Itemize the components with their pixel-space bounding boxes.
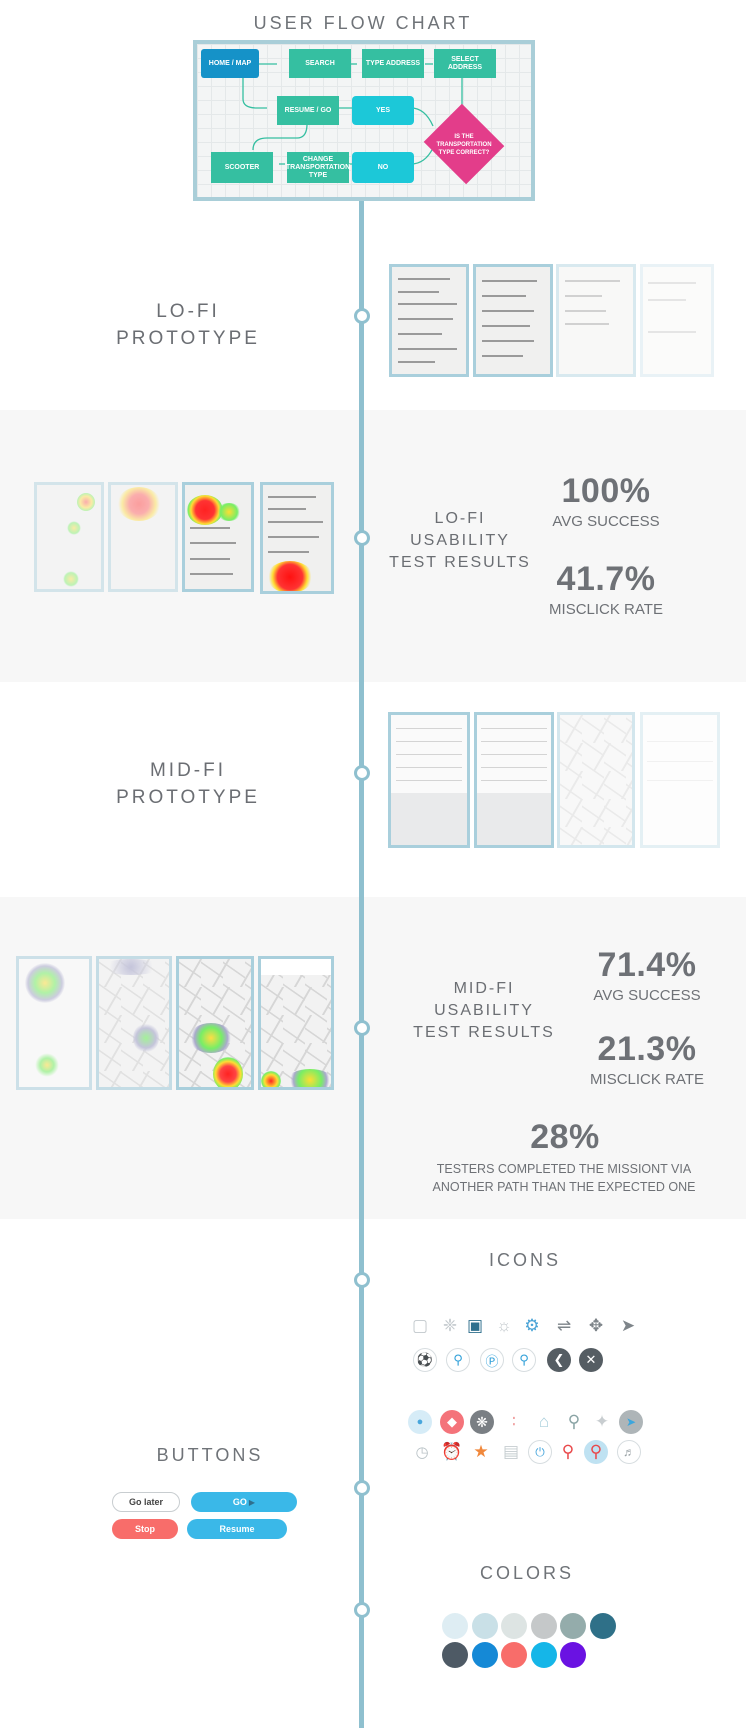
flow-node-home: HOME / MAP (201, 49, 259, 78)
midfi-screen-2 (474, 712, 554, 848)
midfi-stat-misclick: 21.3% MISCLICK RATE (590, 1030, 704, 1088)
flow-node-question: IS THE TRANSPORTATION TYPE CORRECT? (436, 134, 492, 156)
location-dot-icon: ● (408, 1410, 432, 1434)
flow-node-select-address: SELECT ADDRESS (434, 49, 496, 78)
midfi-heatmap-2 (96, 956, 172, 1090)
bulb-icon: ☼ (496, 1316, 512, 1335)
user-flow-chart: HOME / MAP SEARCH TYPE ADDRESS SELECT AD… (193, 40, 535, 201)
parking-icon: Ⓟ (480, 1348, 504, 1372)
midfi-prototype-title: MID-FI PROTOTYPE (116, 760, 260, 808)
color-swatch (530, 1613, 557, 1639)
timeline-node-buttons (354, 1480, 370, 1496)
lofi-heatmap-4 (260, 482, 334, 594)
microphone-icon: ◆ (440, 1410, 464, 1434)
audio-wave-icon: ∶ (511, 1412, 517, 1431)
lofi-sketch-2 (473, 264, 553, 377)
midfi-screen-1 (388, 712, 470, 848)
car-icon: ▣ (466, 1316, 484, 1335)
midfi-stat-alt-path: 28% (530, 1118, 600, 1156)
lofi-prototype-title: LO-FI PROTOTYPE (116, 301, 260, 349)
restaurant-icon: ⚲ (446, 1348, 470, 1372)
buttons-title: BUTTONS (156, 1445, 264, 1465)
colors-title: COLORS (479, 1563, 575, 1583)
lofi-stat-misclick: 41.7% MISCLICK RATE (549, 560, 663, 618)
close-icon: ✕ (579, 1348, 603, 1372)
lofi-sketch-4 (640, 264, 714, 377)
briefcase-icon: ▤ (502, 1442, 520, 1461)
go-button-label: GO (232, 1497, 247, 1507)
midfi-stat-success: 71.4% AVG SUCCESS (593, 946, 701, 1004)
go-button[interactable]: GO ▶ (191, 1492, 297, 1512)
color-swatch (471, 1613, 498, 1639)
lofi-results-band (0, 410, 746, 682)
midfi-alt-path-note: TESTERS COMPLETED THE MISSIONT VIA ANOTH… (432, 1162, 696, 1194)
star-icon: ★ (473, 1442, 489, 1461)
lofi-sketch-1 (389, 264, 469, 377)
directions-icon: ✥ (588, 1316, 604, 1335)
midfi-screen-4 (640, 712, 720, 848)
pin-icon: ⚲ (567, 1412, 581, 1431)
timeline-node-midfi-results (354, 1020, 370, 1036)
color-swatch (589, 1613, 616, 1639)
midfi-heatmap-3 (176, 956, 254, 1090)
midfi-usability-title: MID-FI USABILITY TEST RESULTS (413, 980, 555, 1041)
route-icon: ⇌ (556, 1316, 572, 1335)
fuel-icon: ⚽ (413, 1348, 437, 1372)
flow-node-change: CHANGE TRANSPORTATION TYPE (286, 152, 350, 183)
flow-node-yes: YES (352, 96, 414, 125)
color-swatch (501, 1642, 527, 1668)
home-icon: ⌂ (538, 1412, 550, 1431)
timeline-node-colors (354, 1602, 370, 1618)
marker-selected-icon: ⚲ (584, 1440, 608, 1464)
lofi-stat-success: 100% AVG SUCCESS (552, 472, 660, 530)
clock-icon: ◷ (415, 1444, 429, 1461)
color-swatch (560, 1613, 586, 1639)
timeline-node-lofi (354, 308, 370, 324)
midfi-heatmap-1 (16, 956, 92, 1090)
flow-node-resume: RESUME / GO (277, 96, 339, 125)
timeline-node-icons (354, 1272, 370, 1288)
timeline-line (359, 195, 364, 1728)
stop-button[interactable]: Stop (112, 1519, 178, 1539)
back-icon: ❮ (547, 1348, 571, 1372)
go-later-button[interactable]: Go later (112, 1492, 180, 1512)
walk-icon: ✦ (594, 1412, 610, 1431)
speaker-icon: ♬ (617, 1440, 641, 1464)
flow-node-type-address: TYPE ADDRESS (362, 49, 424, 78)
lofi-usability-title: LO-FI USABILITY TEST RESULTS (389, 510, 531, 571)
bus-icon: ▢ (411, 1316, 429, 1335)
color-swatch (560, 1642, 586, 1668)
icons-title: ICONS (488, 1250, 561, 1270)
color-swatch (442, 1642, 468, 1668)
lofi-heatmap-3 (182, 482, 254, 592)
gear-icon: ⚙ (524, 1316, 540, 1335)
power-icon: ⏻ (528, 1440, 552, 1464)
scooter-icon: ❈ (442, 1316, 458, 1335)
marker-icon: ⚲ (561, 1442, 575, 1461)
color-swatch (442, 1613, 468, 1639)
timeline-node-midfi (354, 765, 370, 781)
flow-node-scooter: SCOOTER (211, 152, 273, 183)
flow-node-no: NO (352, 152, 414, 183)
search-icon: ⚲ (512, 1348, 536, 1372)
timeline-node-lofi-results (354, 530, 370, 546)
send-icon: ➤ (620, 1316, 636, 1335)
alarm-icon: ⏰ (441, 1442, 463, 1461)
lofi-heatmap-1 (34, 482, 104, 592)
flow-chart-title: USER FLOW CHART (253, 13, 473, 33)
color-swatch (530, 1642, 557, 1668)
play-icon: ▶ (248, 1497, 256, 1507)
lofi-sketch-3 (556, 264, 636, 377)
color-swatch (501, 1613, 527, 1639)
lofi-heatmap-2 (108, 482, 178, 592)
compass-icon: ❋ (470, 1410, 494, 1434)
flow-node-search: SEARCH (289, 49, 351, 78)
resume-button[interactable]: Resume (187, 1519, 287, 1539)
navigate-icon: ➤ (619, 1410, 643, 1434)
midfi-screen-3 (557, 712, 635, 848)
midfi-heatmap-4 (258, 956, 334, 1090)
color-swatch (471, 1642, 498, 1668)
